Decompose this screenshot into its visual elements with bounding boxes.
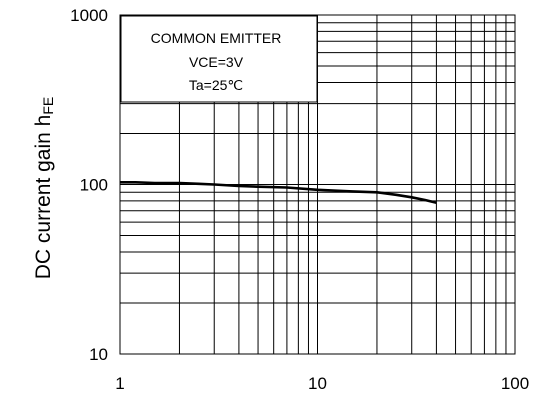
annotation-line-1: COMMON EMITTER [151, 30, 282, 46]
y-axis-label-main: DC current gain h [32, 115, 55, 280]
y-axis-label-sub: FE [40, 97, 56, 115]
series-line [120, 181, 437, 205]
x-tick-label: 1 [115, 374, 124, 393]
annotation-line-3: Ta=25℃ [189, 77, 243, 93]
tick-labels: 1 10 100 10 100 1000 [70, 6, 529, 393]
annotation-line-2: VCE=3V [189, 54, 244, 70]
y-tick-label: 100 [80, 176, 108, 195]
x-tick-label: 100 [501, 374, 529, 393]
x-tick-label: 10 [308, 374, 327, 393]
plot-frame [119, 14, 516, 355]
y-axis-label: DC current gain hFE [32, 97, 56, 279]
y-tick-label: 1000 [70, 6, 108, 25]
y-tick-label: 10 [89, 345, 108, 364]
annotation-box [120, 15, 318, 103]
series-group [120, 181, 437, 205]
